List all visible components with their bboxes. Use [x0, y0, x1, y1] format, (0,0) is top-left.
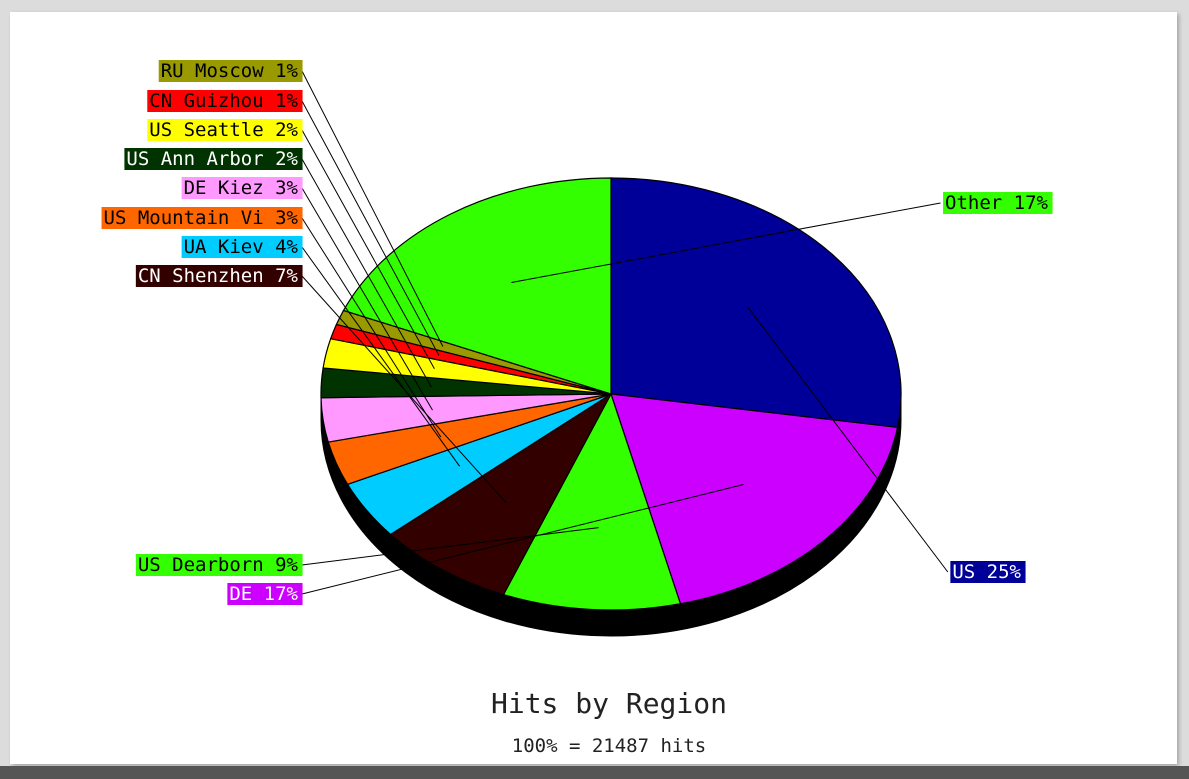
- bottom-bar: [0, 766, 1189, 779]
- pie-slices: [320, 177, 902, 611]
- slice-cn-shenzhen-7: [389, 392, 613, 596]
- slice-other-17: [342, 177, 612, 395]
- leader-ru-moscow-1: [301, 70, 444, 347]
- label-de-kiez-3: DE Kiez 3%: [184, 177, 299, 199]
- leader-us-ann-arbor-2: [301, 158, 432, 388]
- label-bg-de-17: [227, 583, 303, 605]
- leader-us-dearborn-9: [301, 527, 599, 566]
- leader-other-17: [511, 202, 941, 283]
- label-us-dearborn-9: US Dearborn 9%: [138, 554, 299, 576]
- label-bg-ru-moscow-1: [158, 60, 303, 82]
- label-other-17: Other 17%: [945, 192, 1049, 214]
- chart-title: Hits by Region: [491, 687, 727, 720]
- label-de-17: DE 17%: [229, 583, 298, 605]
- label-bg-us-mountain-vi-3: [101, 207, 303, 229]
- label-cn-shenzhen-7: CN Shenzhen 7%: [138, 265, 299, 287]
- label-us-ann-arbor-2: US Ann Arbor 2%: [126, 148, 298, 170]
- slice-labels: US 25% DE 17% US Dearborn 9% CN Shenzhen 7%…: [101, 60, 1053, 605]
- label-bg-us-dearborn-9: [135, 554, 303, 576]
- label-bg-us-25: [950, 561, 1026, 583]
- chart-subtitle: 100% = 21487 hits: [512, 735, 706, 757]
- label-cn-guizhou-1: CN Guizhou 1%: [149, 90, 298, 112]
- label-bg-other-17: [943, 192, 1053, 214]
- label-bg-cn-shenzhen-7: [135, 265, 303, 287]
- leader-cn-guizhou-1: [301, 100, 440, 356]
- leader-lines: [301, 70, 949, 595]
- leader-us-mountain-vi-3: [301, 217, 442, 438]
- label-ua-kiev-4: UA Kiev 4%: [184, 236, 299, 258]
- leader-de-kiez-3: [301, 187, 433, 411]
- label-us-seattle-2: US Seattle 2%: [149, 119, 298, 141]
- leader-us-seattle-2: [301, 129, 435, 369]
- label-bg-de-kiez-3: [181, 177, 303, 199]
- slice-us-dearborn-9: [502, 392, 682, 611]
- leader-de-17: [301, 484, 744, 595]
- label-us-mountain-vi-3: US Mountain Vi 3%: [104, 207, 299, 229]
- label-bg-us-seattle-2: [147, 119, 303, 141]
- label-bg-ua-kiev-4: [181, 236, 303, 258]
- slice-us-25: [610, 177, 902, 429]
- label-bg-cn-guizhou-1: [147, 90, 303, 112]
- slice-de-17: [610, 393, 899, 605]
- label-us-25: US 25%: [952, 561, 1021, 583]
- leader-us-25: [747, 306, 949, 573]
- label-bg-us-ann-arbor-2: [124, 148, 303, 170]
- leader-ua-kiev-4: [301, 246, 461, 467]
- label-ru-moscow-1: RU Moscow 1%: [161, 60, 299, 82]
